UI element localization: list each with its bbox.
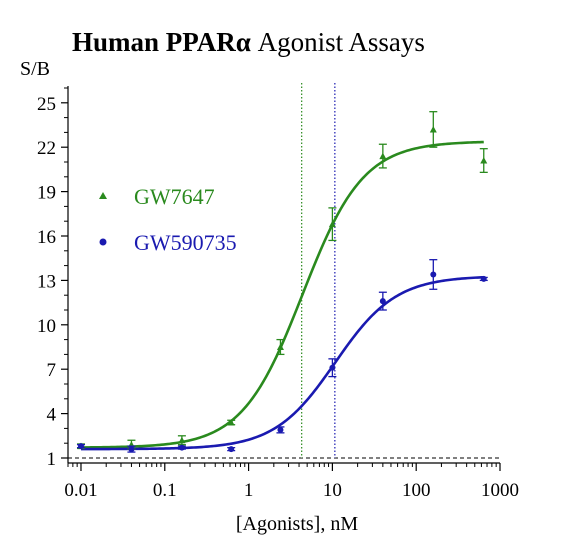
y-tick-label: 25: [37, 94, 56, 115]
fit-curve: [80, 140, 484, 449]
data-point: [276, 343, 284, 350]
x-tick-label: 100: [402, 480, 431, 501]
legend-label: GW7647: [134, 184, 215, 209]
data-point: [429, 125, 437, 133]
data-point: [379, 152, 387, 160]
fit-curve: [80, 275, 484, 451]
data-point: [480, 157, 488, 164]
y-tick-label: 22: [37, 138, 56, 159]
y-tick-label: 16: [37, 227, 56, 248]
axes: 1 4 7 10 13 16 19 22 25 0.01 0.1 1 10 100 1000: [37, 86, 519, 501]
data-point: [277, 426, 284, 433]
fit-curves: [80, 140, 484, 451]
data-point: [77, 443, 84, 450]
data-point: [430, 271, 437, 278]
y-axis-label: S/B: [20, 58, 50, 80]
chart-title-rest: Agonist Assays: [251, 27, 425, 57]
x-axis-label: [Agonists], nM: [236, 513, 358, 535]
data-point: [379, 298, 386, 305]
x-tick-label: 10: [323, 480, 342, 501]
y-tick-label: 4: [47, 405, 57, 426]
y-tick-label: 1: [47, 449, 57, 470]
x-tick-label: 0.1: [153, 480, 177, 501]
legend: GW7647 GW590735: [99, 184, 237, 255]
legend-marker: [99, 238, 107, 246]
ec50-lines: [301, 83, 336, 458]
data-point: [128, 446, 135, 453]
data-point: [178, 436, 186, 444]
x-tick-label: 0.01: [64, 480, 97, 501]
data-point: [178, 444, 185, 451]
legend-marker: [99, 192, 107, 199]
data-point: [480, 275, 487, 282]
x-tick-label: 1000: [481, 480, 519, 501]
data-marks: [76, 111, 488, 453]
x-tick-label: 1: [244, 480, 254, 501]
legend-label: GW590735: [134, 230, 237, 255]
data-point: [329, 364, 336, 371]
data-point: [227, 418, 235, 426]
y-tick-label: 10: [37, 316, 56, 337]
y-tick-label: 7: [47, 360, 57, 381]
y-tick-label: 19: [37, 183, 56, 204]
chart-title: Human PPARα Agonist Assays: [72, 27, 425, 57]
chart-title-bold: Human PPARα: [72, 27, 251, 57]
data-point: [228, 446, 235, 453]
y-tick-label: 13: [37, 271, 56, 292]
data-point: [328, 220, 336, 228]
